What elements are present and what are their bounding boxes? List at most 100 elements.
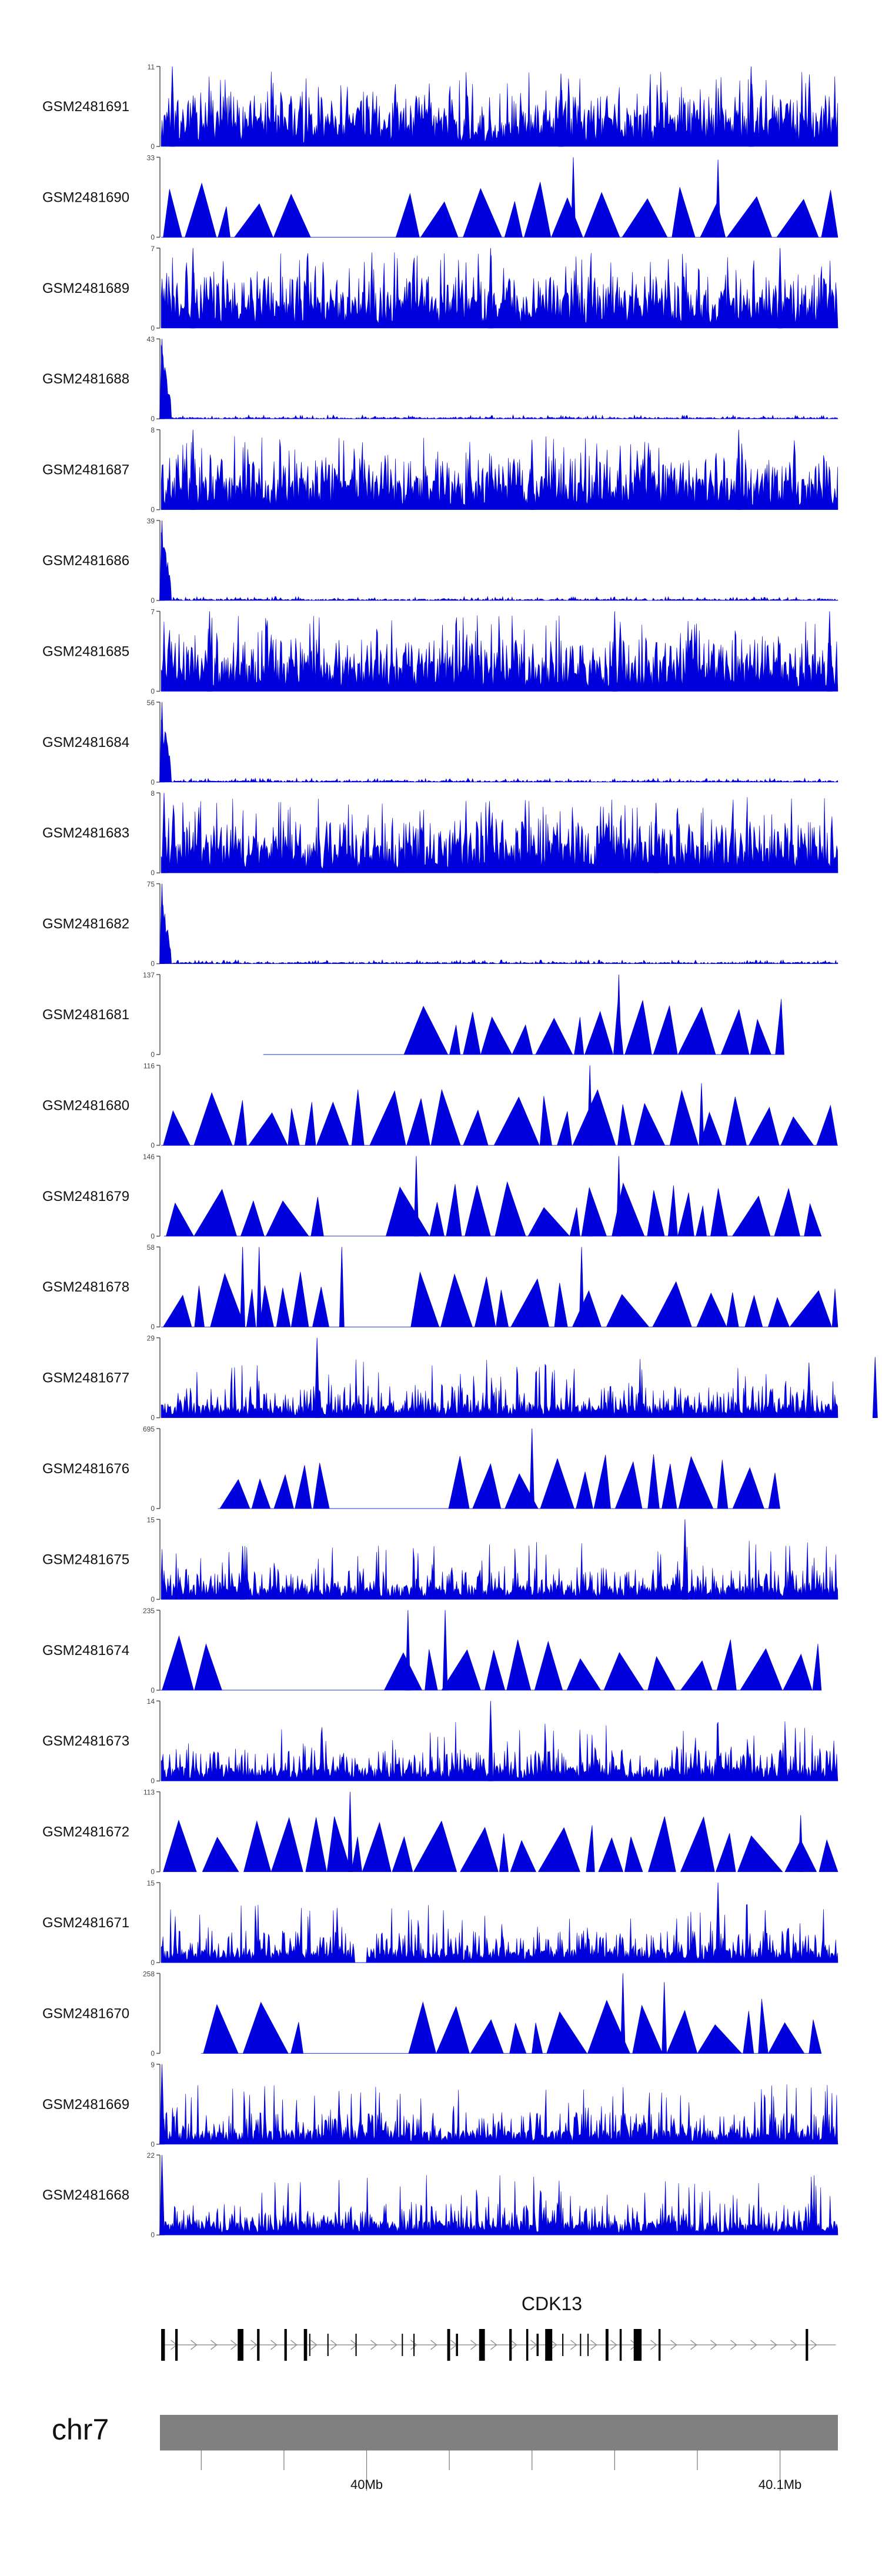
coverage-peak (587, 1065, 593, 1146)
coverage-peak (347, 1791, 353, 1872)
track-GSM2481673: GSM2481673 14 0 (42, 1697, 838, 1785)
exon (327, 2334, 329, 2356)
coverage-peak (653, 803, 659, 873)
exon (309, 2334, 310, 2356)
coverage-area (161, 71, 838, 147)
coverage-area (162, 1635, 822, 1691)
coverage-peak (240, 1546, 246, 1600)
track-GSM2481691: GSM2481691 11 0 (42, 63, 838, 151)
coverage-area (161, 1721, 838, 1781)
y-tick-label-max: 22 (147, 2151, 155, 2160)
coverage-area (161, 719, 838, 783)
chromosome-axis: chr7 40Mb 40.1Mb (52, 2413, 838, 2492)
track-GSM2481683: GSM2481683 8 0 (42, 789, 838, 877)
y-tick-label-zero: 0 (151, 1868, 155, 1876)
y-tick-label-max: 146 (143, 1153, 155, 1161)
exon (402, 2334, 403, 2356)
chromosome-ticks: 40Mb 40.1Mb (160, 2450, 838, 2492)
exon (536, 2334, 539, 2356)
coverage-peak (587, 1214, 593, 1237)
exon (562, 2334, 564, 2356)
coverage-peak (487, 1701, 493, 1781)
coverage-area (161, 1540, 838, 1600)
strand-arrow (610, 2340, 617, 2350)
coverage-peak (159, 702, 165, 783)
coverage-area (163, 182, 838, 238)
y-tick-label-zero: 0 (151, 506, 155, 514)
track-GSM2481688: GSM2481688 43 0 (42, 335, 838, 423)
y-tick-label-zero: 0 (151, 1141, 155, 1149)
strand-arrow (590, 2340, 597, 2350)
chromosome-ideogram (160, 2415, 838, 2450)
strand-arrow (470, 2340, 477, 2350)
exon (175, 2329, 178, 2361)
coverage-peak (206, 611, 212, 692)
y-tick-label-zero: 0 (151, 1686, 155, 1694)
track-label: GSM2481689 (42, 281, 129, 296)
exon (806, 2329, 808, 2361)
y-tick-label-zero: 0 (151, 1232, 155, 1240)
track-label: GSM2481690 (42, 189, 129, 205)
track-GSM2481675: GSM2481675 15 0 (42, 1516, 838, 1603)
strand-arrow (290, 2340, 298, 2350)
coverage-area (203, 1998, 822, 2054)
track-GSM2481671: GSM2481671 15 0 (42, 1879, 838, 1967)
exon (605, 2329, 609, 2361)
gene-track: CDK13 (161, 2293, 836, 2361)
strand-arrow (510, 2340, 517, 2350)
exon (161, 2329, 165, 2361)
track-label: GSM2481684 (42, 735, 129, 750)
coverage-area (161, 797, 838, 873)
exon (447, 2329, 450, 2361)
coverage-area (163, 1272, 838, 1327)
y-tick-label-max: 56 (147, 699, 155, 707)
strand-arrow (191, 2340, 198, 2350)
coverage-area (161, 532, 838, 601)
exon (633, 2329, 642, 2361)
coverage-area (161, 1904, 838, 1963)
coverage-peak (442, 1610, 448, 1691)
y-tick-label-max: 9 (151, 2061, 155, 2069)
y-tick-label-max: 235 (143, 1607, 155, 1615)
coverage-area (161, 436, 838, 510)
y-tick-label-zero: 0 (151, 1050, 155, 1059)
track-GSM2481679: GSM2481679 146 0 (42, 1153, 822, 1240)
track-GSM2481680: GSM2481680 116 0 (42, 1062, 838, 1149)
y-tick-label-zero: 0 (151, 960, 155, 968)
exon (284, 2329, 287, 2361)
coverage-peak (240, 1247, 246, 1327)
strand-arrow (570, 2340, 577, 2350)
strand-arrow (211, 2340, 218, 2350)
coverage-peak (529, 1428, 535, 1509)
track-label: GSM2481669 (42, 2097, 129, 2113)
coverage-area (161, 615, 838, 692)
y-tick-label-zero: 0 (151, 2049, 155, 2057)
y-tick-label-max: 258 (143, 1970, 155, 1978)
track-GSM2481669: GSM2481669 9 0 (42, 2061, 838, 2148)
strand-arrow (650, 2340, 657, 2350)
y-tick-label-max: 8 (151, 426, 155, 435)
exon (303, 2329, 308, 2361)
track-label: GSM2481687 (42, 462, 129, 478)
coverage-peak (558, 74, 564, 147)
coverage-peak (699, 1083, 704, 1146)
strand-arrow (490, 2340, 497, 2350)
strand-arrow (750, 2340, 757, 2350)
strand-arrow (230, 2340, 238, 2350)
track-GSM2481689: GSM2481689 7 0 (42, 245, 838, 332)
coverage-peak (616, 1156, 622, 1237)
y-tick-label-max: 58 (147, 1243, 155, 1252)
coverage-peak (798, 1815, 804, 1872)
track-GSM2481681: GSM2481681 137 0 (42, 971, 784, 1059)
strand-arrow (670, 2340, 677, 2350)
track-label: GSM2481672 (42, 1824, 129, 1840)
track-label: GSM2481677 (42, 1370, 129, 1386)
axis-tick-label: 40Mb (350, 2477, 383, 2492)
coverage-peak (715, 1882, 721, 1963)
coverage-peak (579, 1247, 584, 1327)
coverage-area (161, 345, 838, 420)
exon (526, 2329, 529, 2361)
track-label: GSM2481686 (42, 553, 129, 569)
track-label: GSM2481678 (42, 1279, 129, 1295)
coverage-peak (529, 439, 535, 510)
